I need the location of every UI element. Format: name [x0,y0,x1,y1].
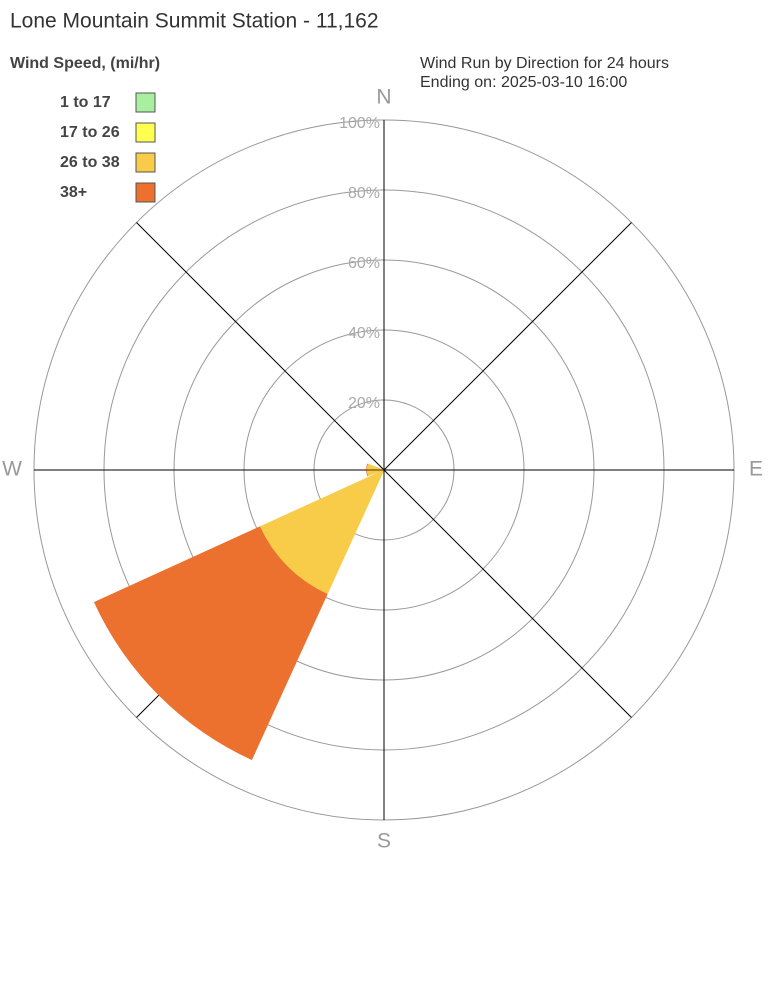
legend-label: 26 to 38 [60,154,120,171]
ring-label: 80% [348,185,380,202]
direction-label: S [377,830,391,853]
direction-label: E [749,458,763,481]
legend-label: 38+ [60,184,87,201]
petal-segment [93,526,328,761]
spoke [136,222,385,471]
direction-label: N [376,86,391,109]
legend-swatch [135,92,156,113]
subtitle: Ending on: 2025-03-10 16:00 [420,74,627,91]
legend-label: 1 to 17 [60,94,111,111]
legend-swatch [135,122,156,143]
ring-label: 20% [348,395,380,412]
petal-segment [366,463,368,477]
ring-label: 100% [339,115,380,132]
direction-label: W [2,458,22,481]
subtitle: Wind Run by Direction for 24 hours [420,55,669,72]
spoke [383,222,632,471]
ring-label: 60% [348,255,380,272]
legend-swatch [135,182,156,203]
legend-title: Wind Speed, (mi/hr) [10,55,160,72]
spoke [383,469,632,718]
ring-label: 40% [348,325,380,342]
legend-swatch [135,152,156,173]
legend-label: 17 to 26 [60,124,120,141]
chart-title: Lone Mountain Summit Station - 11,162 [10,10,379,33]
